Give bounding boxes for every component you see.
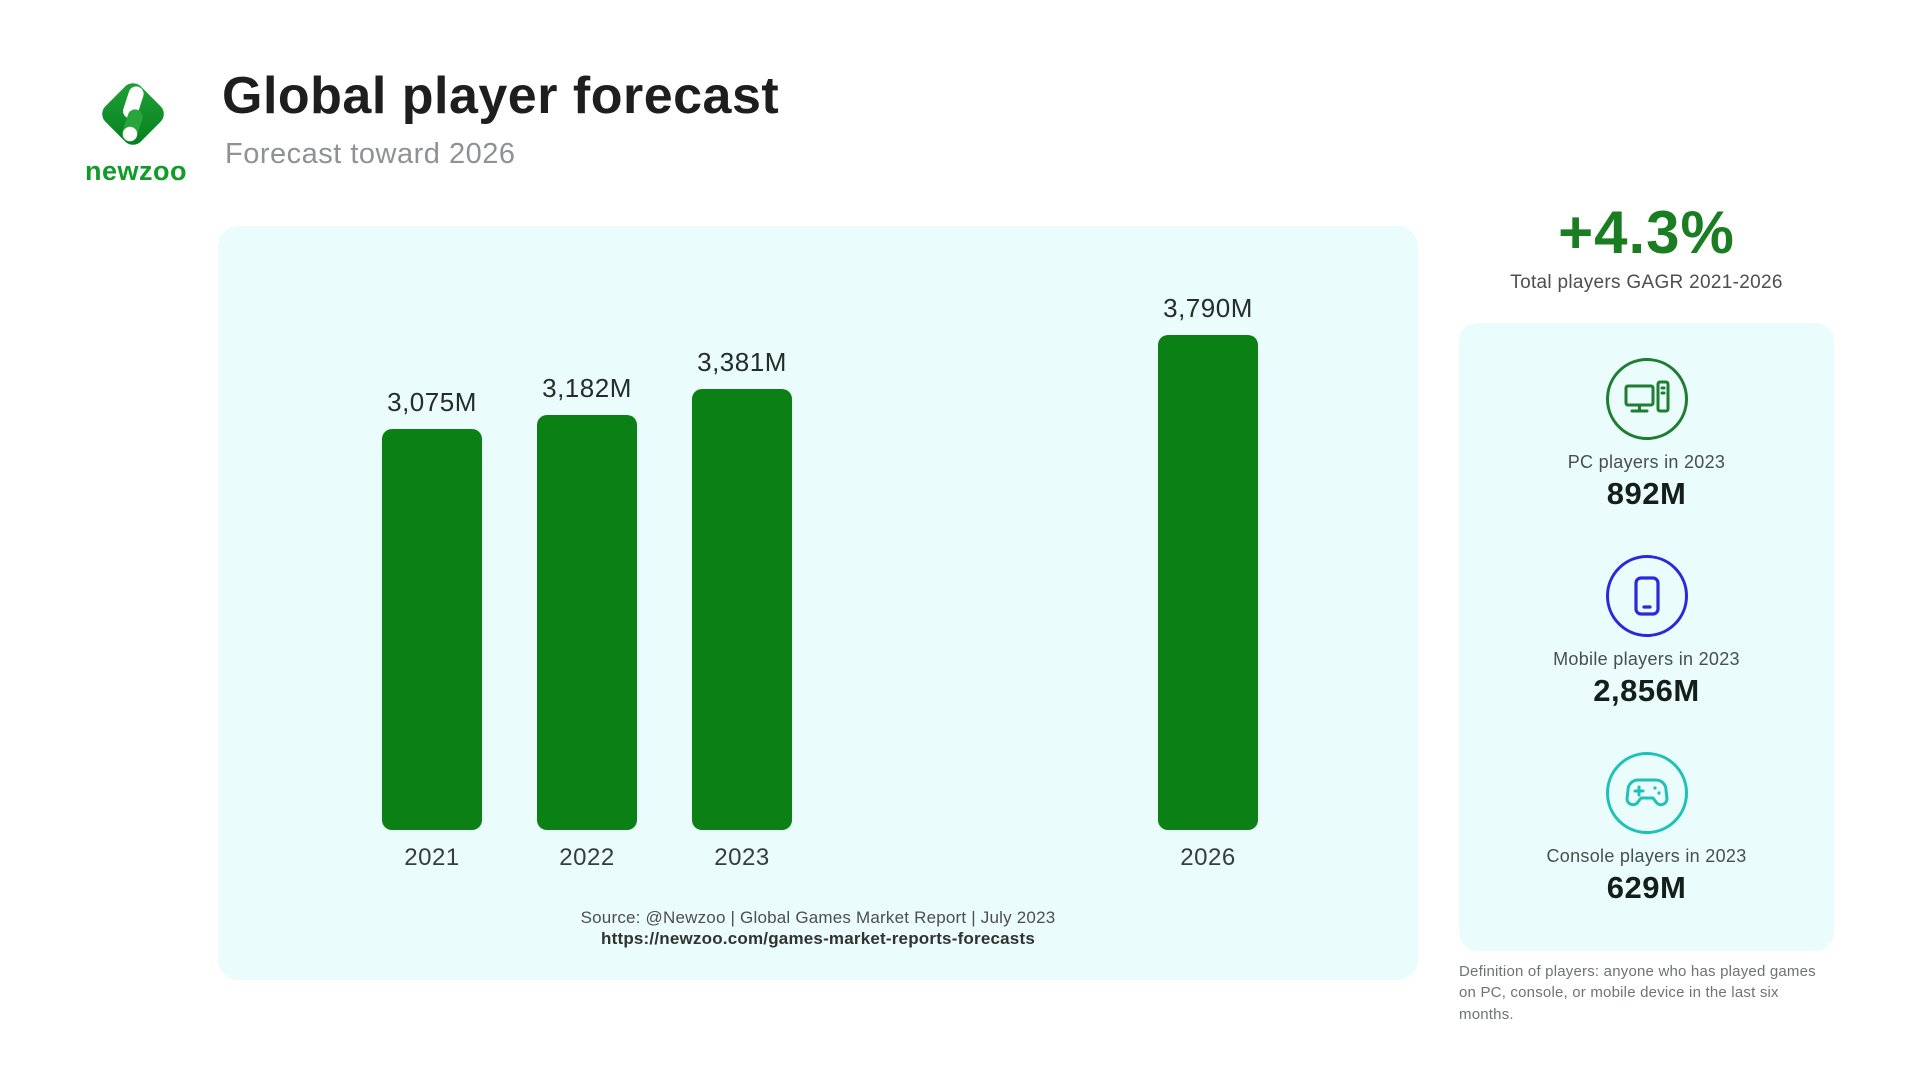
x-axis-label: 2022 xyxy=(559,844,615,871)
bar-2023 xyxy=(692,389,792,830)
x-axis-label: 2026 xyxy=(1180,844,1236,871)
newzoo-logo-icon xyxy=(102,83,164,145)
bar-group-2023: 3,381M 2023 xyxy=(692,347,792,871)
cagr-label: Total players GAGR 2021-2026 xyxy=(1510,272,1783,293)
source-attribution: Source: @Newzoo | Global Games Market Re… xyxy=(580,908,1056,927)
stat-label: Console players in 2023 xyxy=(1546,846,1747,866)
bar-group-2026: 3,790M 2026 xyxy=(1158,293,1258,871)
newzoo-wordmark: newzoo xyxy=(85,156,187,186)
stat-mobile: Mobile players in 2023 2,856M xyxy=(1459,555,1834,709)
stat-console: Console players in 2023 629M xyxy=(1459,752,1834,906)
cagr-value: +4.3% xyxy=(1558,199,1735,266)
bar-value-label: 3,790M xyxy=(1163,293,1253,323)
stat-value: 2,856M xyxy=(1593,673,1700,708)
bar-2022 xyxy=(537,415,637,830)
bar-2026 xyxy=(1158,335,1258,830)
bar-chart-panel: 3,075M 2021 3,182M 2022 3,381M 2023 3,79… xyxy=(218,226,1418,980)
cagr-block: +4.3% Total players GAGR 2021-2026 xyxy=(1459,200,1834,294)
platform-stats-card: PC players in 2023 892M Mobile players i… xyxy=(1459,323,1834,951)
bar-group-2021: 3,075M 2021 xyxy=(382,387,482,871)
x-axis-label: 2021 xyxy=(404,844,460,871)
bar-value-label: 3,182M xyxy=(542,373,632,403)
x-axis-label: 2023 xyxy=(714,844,770,871)
newzoo-logo: newzoo xyxy=(85,76,187,187)
page-title: Global player forecast xyxy=(222,67,780,125)
page-subtitle: Forecast toward 2026 xyxy=(225,138,516,170)
players-definition-footnote: Definition of players: anyone who has pl… xyxy=(1459,963,1816,1023)
pc-icon xyxy=(1605,358,1688,440)
mobile-icon xyxy=(1605,555,1688,637)
stat-pc: PC players in 2023 892M xyxy=(1459,358,1834,512)
stat-label: Mobile players in 2023 xyxy=(1553,649,1740,669)
stat-value: 629M xyxy=(1606,870,1687,905)
stat-label: PC players in 2023 xyxy=(1567,452,1726,472)
console-icon xyxy=(1605,752,1688,834)
stat-value: 892M xyxy=(1606,476,1687,511)
bar-value-label: 3,381M xyxy=(697,347,787,377)
bar-group-2022: 3,182M 2022 xyxy=(537,373,637,871)
source-url-link[interactable]: https://newzoo.com/games-market-reports-… xyxy=(601,929,1035,948)
bar-2021 xyxy=(382,429,482,830)
bar-value-label: 3,075M xyxy=(387,387,477,417)
